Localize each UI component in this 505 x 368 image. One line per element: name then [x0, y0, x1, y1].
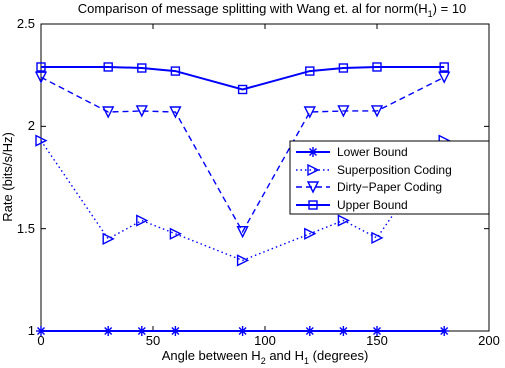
data-point-lower-bound: [170, 326, 181, 336]
data-point-upper-bound: [439, 62, 449, 72]
tick-marks: [40, 23, 490, 332]
data-point-lower-bound: [372, 326, 382, 336]
data-point-upper-bound: [305, 66, 315, 76]
chart-title: Comparison of message splitting with Wan…: [78, 1, 467, 19]
data-point-upper-bound: [170, 66, 181, 76]
data-point-superposition-coding: [35, 134, 48, 147]
y-tick-label: 2.5: [17, 16, 35, 31]
data-point-dirty-paper-coding: [102, 106, 115, 119]
data-point-superposition-coding: [169, 227, 182, 240]
data-point-lower-bound: [103, 326, 114, 336]
y-axis-label: Rate (bits/s/Hz): [0, 132, 15, 222]
data-point-upper-bound: [36, 62, 46, 72]
data-point-upper-bound: [237, 84, 248, 95]
data-point-lower-bound: [439, 326, 450, 336]
data-point-dirty-paper-coding: [337, 105, 350, 118]
data-point-dirty-paper-coding: [34, 71, 48, 84]
legend-marker-upper-bound: [308, 200, 318, 210]
legend: Lower Bound Superposition Coding Dirty−P…: [289, 140, 490, 215]
series-line-dirty-paper-coding: [40, 76, 445, 234]
legend-marker-lower-bound: [308, 147, 318, 157]
data-point-lower-bound: [36, 326, 46, 336]
x-tick-label: 200: [478, 333, 500, 348]
series-dirty-paper-coding: [34, 71, 451, 239]
data-point-superposition-coding: [337, 214, 350, 227]
y-tick-label: 2: [28, 118, 35, 133]
data-point-lower-bound: [338, 326, 349, 336]
data-point-upper-bound: [103, 62, 113, 72]
data-point-dirty-paper-coding: [303, 106, 316, 119]
x-tick-label: 0: [37, 333, 44, 348]
data-point-superposition-coding: [136, 214, 149, 227]
y-tick-labels: 1 1.5 2 2.5: [17, 16, 35, 338]
data-point-dirty-paper-coding: [370, 105, 384, 118]
data-point-dirty-paper-coding: [438, 71, 451, 84]
data-point-superposition-coding: [102, 232, 115, 246]
series-lower-bound: [36, 326, 450, 336]
legend-box: [289, 140, 490, 215]
x-tick-labels: 0 50 100 150 200: [37, 333, 499, 348]
legend-marker-superposition-coding: [307, 163, 320, 177]
legend-label-upper-bound: Upper Bound: [337, 198, 408, 212]
data-point-upper-bound: [338, 63, 349, 73]
series-layer: [34, 62, 451, 336]
legend-marker-dirty-paper-coding: [306, 181, 320, 194]
legend-samples: [296, 147, 330, 210]
legend-label-superposition-coding: Superposition Coding: [337, 163, 452, 177]
data-point-upper-bound: [137, 63, 147, 73]
data-point-dirty-paper-coding: [135, 105, 148, 118]
data-point-superposition-coding: [236, 254, 250, 267]
y-tick-label: 1: [28, 323, 35, 338]
series-line-upper-bound: [41, 65, 445, 91]
x-tick-label: 50: [146, 333, 160, 348]
data-point-lower-bound: [136, 326, 147, 336]
data-point-lower-bound: [237, 326, 248, 336]
data-point-superposition-coding: [371, 231, 384, 245]
x-tick-label: 100: [254, 333, 276, 348]
x-tick-label: 150: [366, 333, 388, 348]
x-axis-label: Angle between H2 and H1 (degrees): [162, 348, 369, 366]
series-line-superposition-coding: [40, 140, 445, 262]
data-point-upper-bound: [372, 62, 382, 72]
legend-label-dirty-paper-coding: Dirty−Paper Coding: [337, 180, 442, 194]
y-tick-label: 1.5: [17, 221, 35, 236]
data-point-dirty-paper-coding: [236, 226, 249, 239]
data-point-dirty-paper-coding: [169, 106, 182, 119]
series-upper-bound: [36, 62, 449, 95]
series-superposition-coding: [35, 134, 451, 267]
data-point-superposition-coding: [304, 227, 317, 240]
data-point-lower-bound: [304, 326, 315, 336]
legend-label-lower-bound: Lower Bound: [337, 145, 408, 159]
